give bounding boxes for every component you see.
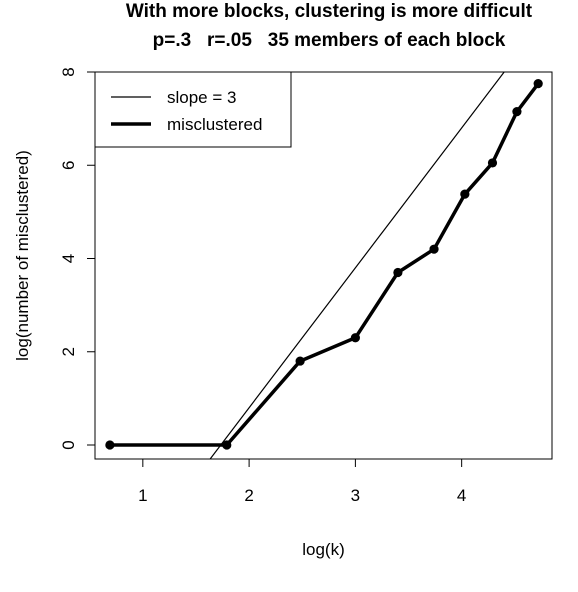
x-tick-label: 1 [138,486,147,505]
chart-title: With more blocks, clustering is more dif… [125,1,533,22]
chart-subtitle: p=.3 r=.05 35 members of each block [152,30,506,51]
misclustered-point [295,356,305,366]
x-tick-label: 3 [351,486,360,505]
misclustered-point [393,267,403,278]
legend-label-slope: slope = 3 [167,88,236,107]
misclustered-point [533,79,543,89]
legend-box [94,71,292,148]
axes-layer: 1 2 3 4 0 2 4 6 8 [59,67,466,505]
y-tick-label: 8 [59,67,78,76]
legend-label-misclustered: misclustered [167,115,262,134]
x-axis-label: log(k) [302,540,345,559]
misclustered-line [108,81,540,447]
misclustered-point [460,189,470,199]
y-axis-label: log(number of misclustered) [13,150,32,361]
plot-frame [94,71,553,460]
misclustered-point [512,107,522,117]
misclustered-point [429,244,439,254]
y-tick-label: 6 [59,161,78,170]
x-tick-label: 4 [457,486,466,505]
y-tick-label: 2 [59,347,78,356]
y-tick-label: 4 [59,254,78,263]
slope-reference-line [209,72,505,459]
legend: slope = 3 misclustered [94,71,292,148]
misclustered-point [487,158,498,168]
misclustered-point [105,440,115,450]
y-tick-label: 0 [59,440,78,449]
x-tick-label: 2 [244,486,253,505]
misclustered-point [222,440,232,450]
series-layer [105,72,543,459]
misclustered-point [350,333,360,343]
